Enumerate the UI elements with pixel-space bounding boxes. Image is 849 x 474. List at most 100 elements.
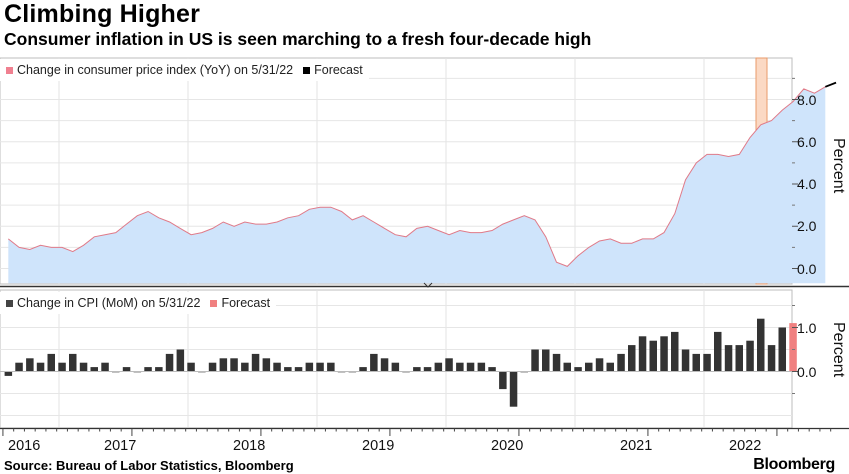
mom-bar: [703, 353, 711, 372]
legend-item-yoy: Change in consumer price index (YoY) on …: [6, 63, 293, 77]
mom-bar: [757, 318, 765, 372]
x-tick-label: 2019: [362, 438, 395, 454]
mom-bar: [370, 353, 378, 372]
x-tick-label: 2016: [8, 438, 41, 454]
mom-bar: [165, 353, 174, 372]
mom-bar: [47, 353, 55, 372]
mom-bar: [208, 362, 217, 372]
mom-bar: [58, 362, 66, 372]
mom-bar: [638, 336, 647, 372]
mom-bar: [187, 362, 195, 372]
mom-bar: [552, 353, 561, 372]
yoy-y-axis-label: Percent: [830, 138, 847, 194]
mom-bar: [628, 345, 636, 372]
brand-label: Bloomberg: [753, 456, 835, 473]
mom-bar: [595, 358, 604, 372]
mom-tick-label: 1.0: [797, 320, 817, 336]
x-tick-label: 2022: [729, 438, 762, 454]
mom-bar: [380, 358, 389, 372]
mom-bar: [284, 367, 292, 372]
mom-bar: [423, 367, 432, 372]
legend-swatch-mom: [6, 299, 13, 307]
mom-bar: [606, 362, 614, 372]
mom-bar: [316, 362, 324, 372]
mom-bar: [273, 362, 281, 372]
mom-bar: [101, 362, 109, 372]
source-note: Source: Bureau of Labor Statistics, Bloo…: [4, 458, 294, 473]
legend-item-mom: Change in CPI (MoM) on 5/31/22: [6, 296, 200, 310]
mom-bar: [617, 353, 625, 372]
mom-bar: [26, 358, 34, 372]
legend-label-forecast: Forecast: [314, 63, 363, 77]
legend-swatch-forecast: [303, 66, 311, 74]
mom-bar: [69, 353, 77, 372]
mom-bar: [778, 327, 786, 372]
mom-bar: [681, 349, 690, 372]
mom-bar: [79, 362, 88, 372]
mom-bar: [574, 367, 582, 372]
mom-bar: [230, 358, 238, 372]
mom-bar: [563, 362, 571, 372]
chart-title: Climbing Higher: [4, 0, 201, 28]
x-tick-label: 2020: [491, 438, 524, 454]
mom-forecast-bar: [789, 323, 797, 372]
mom-bar: [585, 362, 593, 372]
mom-bar: [15, 362, 23, 372]
legend-swatch-yoy: [6, 66, 13, 74]
mom-bar: [434, 362, 443, 372]
legend-label-yoy: Change in consumer price index (YoY) on …: [17, 63, 294, 77]
yoy-line: [7, 86, 826, 267]
legend-item-mom-forecast: Forecast: [210, 296, 270, 310]
mom-bar: [391, 362, 400, 372]
x-tick-label: 2018: [233, 438, 266, 454]
mom-bar: [176, 349, 185, 372]
mom-legend: Change in CPI (MoM) on 5/31/22 Forecast: [0, 292, 277, 314]
yoy-area-series: [7, 81, 837, 284]
yoy-tick-label: 6.0: [797, 134, 817, 150]
mom-bar: [531, 349, 539, 372]
x-tick-label: 2017: [104, 438, 137, 454]
mom-bar: [144, 367, 152, 372]
mom-bar: [413, 367, 421, 372]
mom-bar: [359, 367, 367, 372]
mom-bar: [767, 345, 776, 372]
yoy-area-fill: [8, 86, 826, 284]
yoy-tick-label: 2.0: [797, 218, 817, 234]
mom-bar: [509, 371, 518, 407]
mom-bar: [251, 353, 260, 372]
mom-bar: [542, 349, 550, 372]
x-tick-label: 2021: [620, 438, 653, 454]
axes: [0, 77, 849, 436]
mom-bar: [735, 345, 743, 372]
mom-bar: [445, 358, 453, 372]
forecast-line: [824, 81, 837, 88]
mom-bar: [746, 340, 754, 372]
mom-bar: [660, 336, 668, 372]
mom-bar: [36, 362, 45, 372]
mom-bar: [219, 358, 228, 372]
mom-bar: [4, 371, 13, 376]
yoy-tick-label: 8.0: [797, 92, 817, 108]
legend-item-forecast: Forecast: [303, 63, 363, 77]
yoy-legend: Change in consumer price index (YoY) on …: [0, 59, 369, 81]
legend-label-mom-forecast: Forecast: [221, 296, 271, 310]
mom-y-axis-label: Percent: [830, 322, 847, 378]
mom-bar: [671, 331, 679, 372]
mom-bar: [155, 367, 163, 372]
mom-bar: [456, 362, 464, 372]
mom-bar: [466, 362, 475, 372]
mom-bar: [477, 362, 486, 372]
divider-handle-icon: [423, 282, 433, 288]
chart-subtitle: Consumer inflation in US is seen marchin…: [4, 29, 592, 49]
mom-bar: [488, 367, 496, 372]
mom-tick-label: 0.0: [797, 364, 817, 380]
mom-bar-series: [0, 318, 797, 407]
bloomberg-logo: Bloomberg: [753, 456, 835, 474]
mom-bar: [714, 331, 722, 372]
yoy-tick-label: 4.0: [797, 176, 817, 192]
mom-bar: [327, 362, 335, 372]
mom-bar: [262, 358, 271, 372]
mom-bar: [294, 367, 303, 372]
mom-bar: [122, 367, 131, 372]
